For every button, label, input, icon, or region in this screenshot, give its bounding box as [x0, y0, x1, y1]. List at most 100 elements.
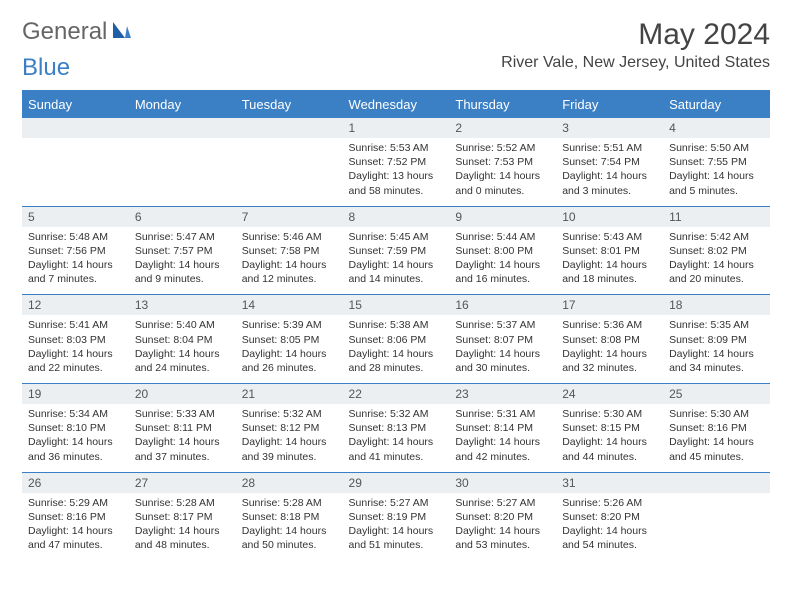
daylight-text: Daylight: 14 hours and 36 minutes. [28, 435, 123, 463]
sunset-text: Sunset: 8:02 PM [669, 244, 764, 258]
day-detail-cell: Sunrise: 5:38 AMSunset: 8:06 PMDaylight:… [343, 315, 450, 383]
day-detail-cell: Sunrise: 5:32 AMSunset: 8:13 PMDaylight:… [343, 404, 450, 472]
day-number-cell: 7 [236, 206, 343, 227]
day-detail-cell: Sunrise: 5:34 AMSunset: 8:10 PMDaylight:… [22, 404, 129, 472]
day-detail-cell [22, 138, 129, 206]
daylight-text: Daylight: 14 hours and 41 minutes. [349, 435, 444, 463]
sunrise-text: Sunrise: 5:27 AM [455, 496, 550, 510]
weekday-header: Friday [556, 91, 663, 118]
sunrise-text: Sunrise: 5:46 AM [242, 230, 337, 244]
day-number-cell: 30 [449, 472, 556, 493]
day-number-cell: 25 [663, 384, 770, 405]
sunrise-text: Sunrise: 5:48 AM [28, 230, 123, 244]
daylight-text: Daylight: 14 hours and 34 minutes. [669, 347, 764, 375]
day-number-cell: 11 [663, 206, 770, 227]
day-detail-row: Sunrise: 5:53 AMSunset: 7:52 PMDaylight:… [22, 138, 770, 206]
sunrise-text: Sunrise: 5:27 AM [349, 496, 444, 510]
weekday-header: Wednesday [343, 91, 450, 118]
day-detail-cell: Sunrise: 5:27 AMSunset: 8:20 PMDaylight:… [449, 493, 556, 561]
day-number-cell: 31 [556, 472, 663, 493]
sunrise-text: Sunrise: 5:33 AM [135, 407, 230, 421]
sunset-text: Sunset: 8:01 PM [562, 244, 657, 258]
weekday-header-row: SundayMondayTuesdayWednesdayThursdayFrid… [22, 91, 770, 118]
day-detail-cell: Sunrise: 5:52 AMSunset: 7:53 PMDaylight:… [449, 138, 556, 206]
day-detail-cell: Sunrise: 5:29 AMSunset: 8:16 PMDaylight:… [22, 493, 129, 561]
sunset-text: Sunset: 8:15 PM [562, 421, 657, 435]
sunset-text: Sunset: 8:10 PM [28, 421, 123, 435]
sunset-text: Sunset: 7:57 PM [135, 244, 230, 258]
day-detail-cell: Sunrise: 5:31 AMSunset: 8:14 PMDaylight:… [449, 404, 556, 472]
sunrise-text: Sunrise: 5:39 AM [242, 318, 337, 332]
sunset-text: Sunset: 8:16 PM [28, 510, 123, 524]
day-detail-cell: Sunrise: 5:44 AMSunset: 8:00 PMDaylight:… [449, 227, 556, 295]
day-detail-cell: Sunrise: 5:32 AMSunset: 8:12 PMDaylight:… [236, 404, 343, 472]
daylight-text: Daylight: 14 hours and 39 minutes. [242, 435, 337, 463]
sunset-text: Sunset: 7:55 PM [669, 155, 764, 169]
day-detail-cell: Sunrise: 5:35 AMSunset: 8:09 PMDaylight:… [663, 315, 770, 383]
day-number-cell: 3 [556, 118, 663, 139]
weekday-header: Saturday [663, 91, 770, 118]
day-number-cell: 1 [343, 118, 450, 139]
sunrise-text: Sunrise: 5:41 AM [28, 318, 123, 332]
sunset-text: Sunset: 8:12 PM [242, 421, 337, 435]
day-detail-cell: Sunrise: 5:28 AMSunset: 8:17 PMDaylight:… [129, 493, 236, 561]
day-detail-cell: Sunrise: 5:45 AMSunset: 7:59 PMDaylight:… [343, 227, 450, 295]
sunset-text: Sunset: 8:07 PM [455, 333, 550, 347]
sunrise-text: Sunrise: 5:52 AM [455, 141, 550, 155]
day-number-row: 262728293031 [22, 472, 770, 493]
day-detail-cell: Sunrise: 5:28 AMSunset: 8:18 PMDaylight:… [236, 493, 343, 561]
day-detail-cell: Sunrise: 5:40 AMSunset: 8:04 PMDaylight:… [129, 315, 236, 383]
day-number-cell: 15 [343, 295, 450, 316]
daylight-text: Daylight: 14 hours and 22 minutes. [28, 347, 123, 375]
sunrise-text: Sunrise: 5:43 AM [562, 230, 657, 244]
weekday-header: Monday [129, 91, 236, 118]
day-detail-cell: Sunrise: 5:33 AMSunset: 8:11 PMDaylight:… [129, 404, 236, 472]
sunrise-text: Sunrise: 5:28 AM [135, 496, 230, 510]
sunset-text: Sunset: 8:19 PM [349, 510, 444, 524]
sunset-text: Sunset: 8:20 PM [562, 510, 657, 524]
daylight-text: Daylight: 14 hours and 18 minutes. [562, 258, 657, 286]
day-number-row: 1234 [22, 118, 770, 139]
sunrise-text: Sunrise: 5:45 AM [349, 230, 444, 244]
sunset-text: Sunset: 8:03 PM [28, 333, 123, 347]
sunrise-text: Sunrise: 5:50 AM [669, 141, 764, 155]
sunrise-text: Sunrise: 5:34 AM [28, 407, 123, 421]
day-detail-cell: Sunrise: 5:43 AMSunset: 8:01 PMDaylight:… [556, 227, 663, 295]
day-number-cell: 26 [22, 472, 129, 493]
day-number-cell: 5 [22, 206, 129, 227]
day-number-cell: 17 [556, 295, 663, 316]
day-detail-cell: Sunrise: 5:51 AMSunset: 7:54 PMDaylight:… [556, 138, 663, 206]
sunrise-text: Sunrise: 5:36 AM [562, 318, 657, 332]
daylight-text: Daylight: 14 hours and 12 minutes. [242, 258, 337, 286]
calendar-table: SundayMondayTuesdayWednesdayThursdayFrid… [22, 90, 770, 560]
month-title: May 2024 [501, 18, 770, 52]
day-number-cell: 14 [236, 295, 343, 316]
daylight-text: Daylight: 14 hours and 24 minutes. [135, 347, 230, 375]
sunset-text: Sunset: 7:53 PM [455, 155, 550, 169]
daylight-text: Daylight: 14 hours and 5 minutes. [669, 169, 764, 197]
day-detail-row: Sunrise: 5:34 AMSunset: 8:10 PMDaylight:… [22, 404, 770, 472]
day-number-cell [129, 118, 236, 139]
logo-text-general: General [22, 18, 107, 46]
sunrise-text: Sunrise: 5:32 AM [349, 407, 444, 421]
daylight-text: Daylight: 14 hours and 26 minutes. [242, 347, 337, 375]
day-detail-cell: Sunrise: 5:30 AMSunset: 8:16 PMDaylight:… [663, 404, 770, 472]
daylight-text: Daylight: 14 hours and 44 minutes. [562, 435, 657, 463]
daylight-text: Daylight: 14 hours and 32 minutes. [562, 347, 657, 375]
sunset-text: Sunset: 8:17 PM [135, 510, 230, 524]
day-detail-row: Sunrise: 5:41 AMSunset: 8:03 PMDaylight:… [22, 315, 770, 383]
day-detail-cell: Sunrise: 5:47 AMSunset: 7:57 PMDaylight:… [129, 227, 236, 295]
title-block: May 2024 River Vale, New Jersey, United … [501, 18, 770, 72]
logo: General [22, 18, 135, 46]
sunrise-text: Sunrise: 5:26 AM [562, 496, 657, 510]
sunset-text: Sunset: 8:08 PM [562, 333, 657, 347]
day-number-cell: 18 [663, 295, 770, 316]
day-detail-cell: Sunrise: 5:41 AMSunset: 8:03 PMDaylight:… [22, 315, 129, 383]
sunrise-text: Sunrise: 5:35 AM [669, 318, 764, 332]
sunset-text: Sunset: 7:58 PM [242, 244, 337, 258]
day-number-cell: 9 [449, 206, 556, 227]
sunset-text: Sunset: 8:06 PM [349, 333, 444, 347]
day-number-cell: 13 [129, 295, 236, 316]
day-detail-cell [129, 138, 236, 206]
daylight-text: Daylight: 14 hours and 54 minutes. [562, 524, 657, 552]
